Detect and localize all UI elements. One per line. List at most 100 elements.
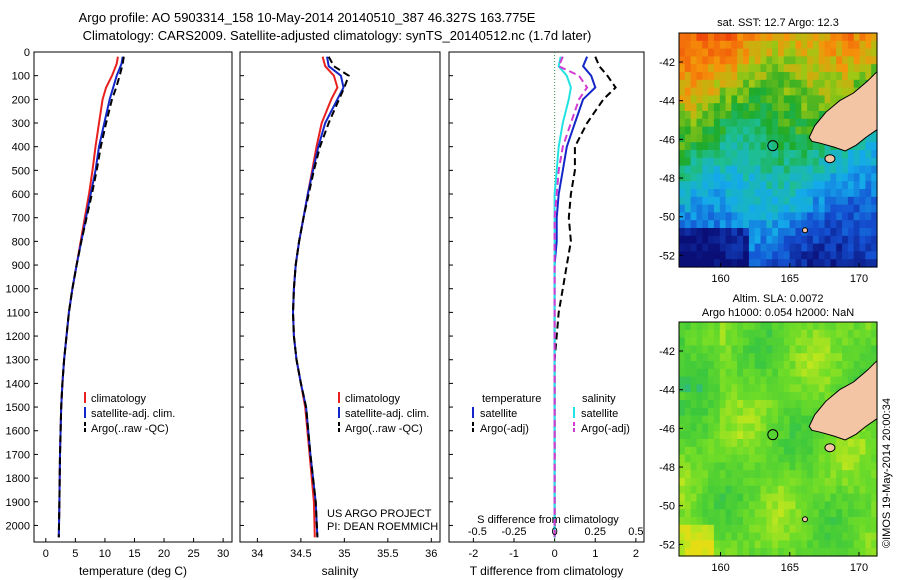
field-cell (789, 95, 796, 104)
field-cell (702, 353, 709, 362)
field-cell (853, 157, 861, 167)
field-cell (783, 345, 791, 354)
field-cell (679, 196, 686, 206)
field-cell (708, 259, 715, 268)
field-cell (766, 157, 773, 167)
field-cell (679, 87, 686, 96)
field-cell (702, 165, 709, 174)
field-cell (778, 64, 785, 73)
field-cell (859, 72, 866, 81)
field-cell (748, 243, 756, 252)
south-island-land (808, 359, 878, 441)
field-cell (801, 95, 808, 104)
field-cell (842, 72, 849, 81)
field-cell (702, 345, 709, 354)
field-cell (690, 48, 697, 57)
field-cell (684, 415, 692, 424)
field-cell (708, 501, 715, 510)
field-cell (708, 33, 715, 42)
field-cell (795, 64, 802, 73)
field-cell (713, 361, 721, 370)
field-cell (766, 228, 773, 237)
field-cell (789, 462, 796, 471)
field-cell (731, 111, 738, 120)
x-axis-label: temperature (deg C) (79, 564, 187, 578)
field-cell (737, 470, 744, 479)
field-cell (754, 517, 762, 526)
field-cell (760, 400, 767, 409)
field-cell (818, 501, 826, 510)
field-cell (743, 501, 750, 510)
field-cell (865, 540, 872, 549)
field-cell (766, 322, 773, 331)
field-cell (772, 329, 779, 339)
field-cell (731, 423, 738, 432)
field-cell (818, 532, 826, 541)
field-cell (743, 517, 750, 526)
top-x-tick-label: 0.25 (585, 526, 606, 538)
field-cell (684, 470, 692, 479)
field-cell (702, 204, 709, 213)
top-x-tick-label: -0.25 (501, 526, 526, 538)
field-cell (766, 95, 773, 104)
field-cell (684, 446, 692, 456)
field-cell (719, 462, 727, 471)
field-cell (812, 142, 820, 151)
field-cell (778, 87, 785, 96)
field-cell (842, 33, 849, 42)
field-cell (719, 259, 727, 268)
field-cell (836, 189, 843, 198)
field-cell (801, 345, 808, 354)
field-cell (760, 64, 767, 73)
field-cell (731, 220, 738, 229)
y-tick-label: 200 (12, 94, 30, 106)
field-cell (830, 329, 837, 339)
field-cell (713, 431, 721, 440)
field-cell (865, 243, 872, 252)
field-cell (859, 368, 866, 378)
field-cell (836, 322, 843, 331)
field-cell (713, 243, 721, 252)
field-cell (754, 157, 762, 167)
field-cell (772, 165, 779, 174)
field-cell (708, 400, 715, 409)
field-cell (824, 72, 831, 81)
field-cell (871, 228, 878, 237)
field-cell (801, 423, 808, 432)
field-cell (679, 532, 686, 541)
field-cell (772, 235, 779, 245)
field-cell (737, 548, 744, 557)
field-cell (748, 540, 756, 549)
field-cell (743, 345, 750, 354)
field-cell (871, 64, 878, 73)
field-cell (748, 548, 756, 557)
field-cell (830, 173, 837, 182)
field-cell (865, 423, 872, 432)
field-cell (754, 329, 762, 339)
field-cell (847, 243, 855, 252)
field-cell (789, 87, 796, 96)
field-cell (871, 517, 878, 526)
legend-label: Argo(-adj) (480, 423, 529, 435)
field-cell (801, 329, 808, 339)
field-cell (743, 439, 750, 448)
field-cell (818, 33, 826, 42)
field-cell (818, 95, 826, 104)
field-cell (725, 126, 732, 135)
y-tick-label: 1400 (6, 378, 30, 390)
field-cell (772, 501, 779, 510)
field-cell (842, 204, 849, 213)
field-cell (871, 165, 878, 174)
field-cell (824, 392, 831, 401)
field-cell (679, 189, 686, 198)
field-cell (690, 462, 697, 471)
field-cell (783, 470, 791, 479)
field-cell (842, 454, 849, 463)
field-cell (783, 103, 791, 112)
field-cell (679, 548, 686, 557)
field-cell (818, 103, 826, 112)
field-cell (859, 329, 866, 339)
field-cell (731, 33, 738, 42)
field-cell (847, 150, 855, 159)
field-cell (778, 353, 785, 362)
